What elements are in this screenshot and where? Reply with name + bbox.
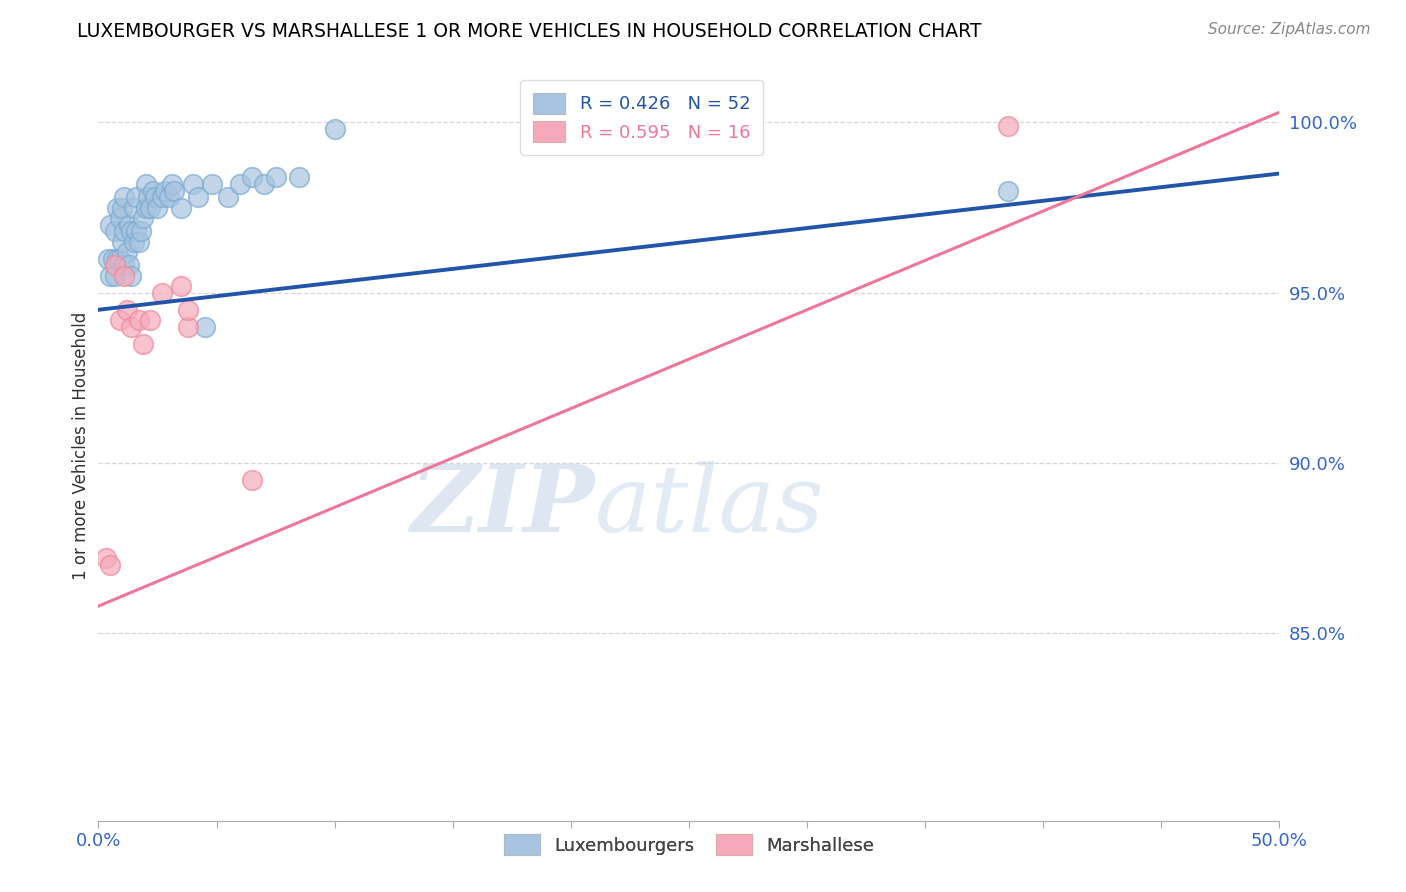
Point (170, 279, 193, 293)
Point (122, 201, 145, 215)
Point (97, 252, 120, 266)
Point (128, 313, 150, 327)
Text: LUXEMBOURGER VS MARSHALLESE 1 OR MORE VEHICLES IN HOUSEHOLD CORRELATION CHART: LUXEMBOURGER VS MARSHALLESE 1 OR MORE VE… (77, 22, 981, 41)
Point (170, 201, 193, 215)
Point (118, 218, 141, 232)
Point (121, 224, 143, 238)
Text: Source: ZipAtlas.com: Source: ZipAtlas.com (1208, 22, 1371, 37)
Point (139, 201, 162, 215)
Point (98, 558, 121, 573)
Text: atlas: atlas (595, 461, 824, 551)
Point (181, 177, 204, 191)
Point (150, 190, 173, 204)
Point (143, 190, 166, 204)
Legend: Luxembourgers, Marshallese: Luxembourgers, Marshallese (495, 825, 883, 864)
Point (104, 268, 127, 283)
Point (98, 268, 121, 283)
Point (105, 201, 128, 215)
Point (112, 224, 135, 238)
Point (132, 336, 155, 351)
Point (121, 268, 143, 283)
Point (217, 190, 239, 204)
Point (105, 252, 128, 266)
Point (122, 235, 145, 249)
Point (177, 302, 200, 317)
Point (146, 201, 169, 215)
Point (108, 211, 131, 225)
Point (112, 190, 135, 204)
Point (150, 285, 173, 300)
Point (153, 184, 176, 198)
Point (163, 184, 186, 198)
Point (104, 224, 127, 238)
Point (177, 319, 200, 334)
Point (101, 252, 124, 266)
Point (253, 177, 276, 191)
Point (240, 169, 263, 184)
Point (194, 319, 217, 334)
Point (136, 190, 159, 204)
Point (139, 313, 162, 327)
Point (125, 190, 148, 204)
Point (264, 169, 287, 184)
Point (132, 211, 155, 225)
Point (240, 473, 263, 487)
Y-axis label: 1 or more Vehicles in Household: 1 or more Vehicles in Household (72, 312, 90, 580)
Point (135, 201, 157, 215)
Point (112, 259, 135, 273)
Point (121, 319, 143, 334)
Point (111, 201, 134, 215)
Point (997, 119, 1019, 133)
Point (111, 235, 134, 249)
Point (128, 235, 150, 249)
Point (108, 252, 131, 266)
Point (142, 184, 165, 198)
Point (125, 224, 148, 238)
Point (118, 259, 141, 273)
Point (115, 302, 138, 317)
Point (108, 313, 131, 327)
Point (160, 177, 183, 191)
Point (112, 268, 135, 283)
Point (94, 551, 117, 566)
Text: ZIP: ZIP (411, 461, 595, 551)
Point (229, 177, 252, 191)
Point (997, 184, 1019, 198)
Point (115, 244, 138, 259)
Point (98, 218, 121, 232)
Point (157, 190, 180, 204)
Point (104, 259, 127, 273)
Point (201, 177, 224, 191)
Point (187, 190, 209, 204)
Point (135, 177, 157, 191)
Point (288, 169, 311, 184)
Point (129, 224, 152, 238)
Point (323, 122, 346, 136)
